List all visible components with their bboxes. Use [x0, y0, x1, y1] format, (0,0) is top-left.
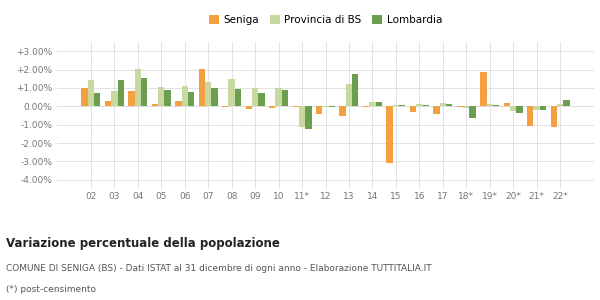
Text: Variazione percentuale della popolazione: Variazione percentuale della popolazione	[6, 237, 280, 250]
Bar	[386, 106, 393, 163]
Bar	[517, 106, 523, 113]
Bar	[105, 101, 111, 106]
Bar	[299, 106, 305, 127]
Bar	[457, 106, 463, 107]
Bar	[275, 88, 282, 106]
Bar	[222, 106, 229, 107]
Bar	[211, 88, 218, 106]
Bar	[563, 100, 569, 106]
Bar	[551, 106, 557, 127]
Bar	[469, 106, 476, 118]
Bar	[329, 106, 335, 107]
Bar	[182, 86, 188, 106]
Bar	[410, 106, 416, 112]
Bar	[152, 104, 158, 106]
Bar	[158, 87, 164, 106]
Bar	[235, 89, 241, 106]
Bar	[199, 69, 205, 106]
Bar	[422, 105, 429, 106]
Bar	[118, 80, 124, 106]
Bar	[352, 74, 358, 106]
Bar	[134, 69, 141, 106]
Text: (*) post-censimento: (*) post-censimento	[6, 285, 96, 294]
Bar	[269, 106, 275, 108]
Bar	[493, 105, 499, 106]
Bar	[446, 103, 452, 106]
Bar	[416, 103, 422, 106]
Bar	[399, 105, 406, 106]
Bar	[340, 106, 346, 116]
Bar	[487, 104, 493, 106]
Bar	[293, 106, 299, 107]
Bar	[346, 84, 352, 106]
Bar	[88, 80, 94, 106]
Bar	[252, 88, 258, 106]
Bar	[82, 88, 88, 106]
Bar	[128, 91, 134, 106]
Bar	[369, 102, 376, 106]
Bar	[229, 79, 235, 106]
Bar	[363, 106, 369, 107]
Bar	[440, 103, 446, 106]
Bar	[433, 106, 440, 114]
Bar	[316, 106, 322, 114]
Bar	[94, 92, 100, 106]
Bar	[322, 106, 329, 107]
Bar	[282, 90, 288, 106]
Bar	[376, 102, 382, 106]
Bar	[463, 106, 469, 108]
Bar	[245, 106, 252, 109]
Bar	[540, 106, 546, 109]
Bar	[111, 91, 118, 106]
Bar	[141, 78, 148, 106]
Bar	[258, 93, 265, 106]
Bar	[393, 105, 399, 106]
Legend: Seniga, Provincia di BS, Lombardia: Seniga, Provincia di BS, Lombardia	[209, 15, 442, 25]
Bar	[164, 90, 171, 106]
Bar	[188, 92, 194, 106]
Bar	[175, 101, 182, 106]
Bar	[533, 106, 540, 109]
Bar	[503, 103, 510, 106]
Bar	[557, 104, 563, 106]
Bar	[205, 82, 211, 106]
Bar	[480, 72, 487, 106]
Bar	[527, 106, 533, 126]
Text: COMUNE DI SENIGA (BS) - Dati ISTAT al 31 dicembre di ogni anno - Elaborazione TU: COMUNE DI SENIGA (BS) - Dati ISTAT al 31…	[6, 264, 431, 273]
Bar	[510, 106, 517, 112]
Bar	[305, 106, 311, 129]
